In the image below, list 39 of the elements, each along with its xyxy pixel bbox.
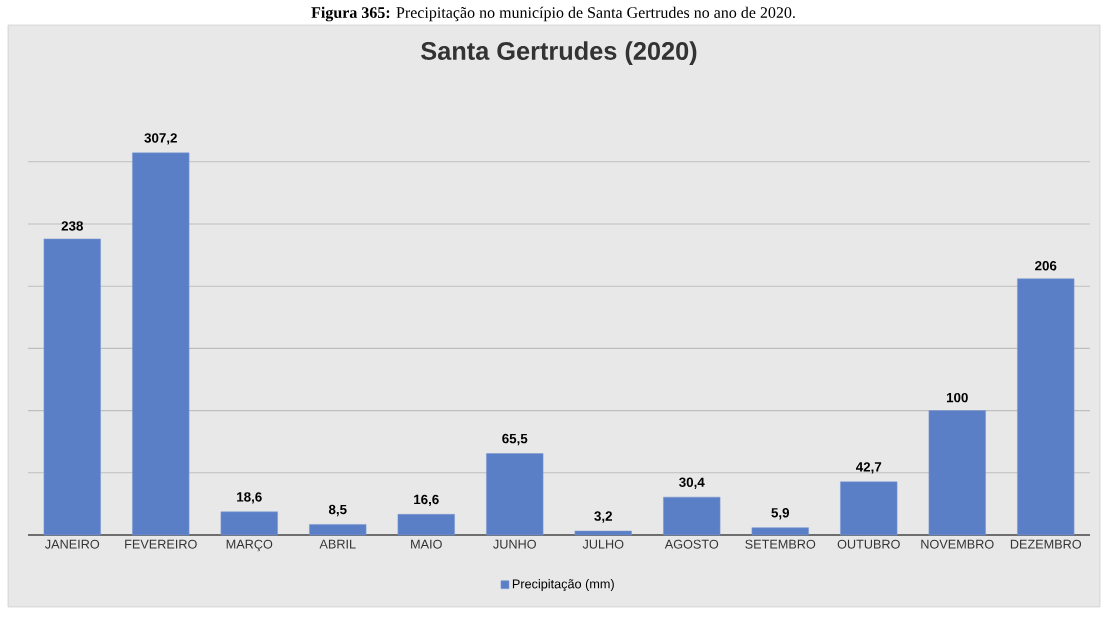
- data-label: 16,6: [414, 494, 439, 507]
- x-tick-label: MARÇO: [226, 539, 273, 552]
- data-label: 65,5: [502, 433, 528, 446]
- bar: [840, 481, 898, 536]
- data-label: 100: [946, 392, 968, 403]
- x-tick-label: AGOSTO: [664, 539, 719, 549]
- x-tick-label: OUTUBRO: [837, 539, 900, 549]
- bar: [663, 496, 721, 536]
- x-tick-label: SETEMBRO: [745, 539, 816, 549]
- bar: [1017, 278, 1075, 536]
- x-tick-label: JUNHO: [493, 539, 536, 549]
- x-tick-label: NOVEMBRO: [921, 539, 994, 549]
- data-label: 30,4: [679, 477, 705, 489]
- bar: [574, 530, 632, 536]
- x-tick-label: JULHO: [582, 539, 624, 549]
- data-label: 8,5: [328, 504, 347, 517]
- x-tick-label: FEVEREIRO: [125, 539, 197, 549]
- legend-label: Precipitação (mm): [512, 579, 614, 591]
- x-tick-label: MAIO: [411, 539, 442, 549]
- bar: [486, 453, 544, 536]
- data-label: 3,2: [594, 511, 612, 523]
- x-tick-label: JANEIRO: [45, 539, 100, 549]
- data-label: 5,9: [771, 508, 790, 520]
- chart-title: Santa Gertrudes (2020): [421, 41, 697, 65]
- data-label: 206: [1035, 261, 1057, 271]
- data-label: 307,2: [144, 133, 177, 145]
- x-tick-label: ABRIL: [319, 539, 356, 549]
- data-label: 42,7: [855, 462, 882, 474]
- data-label: 238: [61, 221, 83, 231]
- bar: [397, 514, 455, 536]
- bar: [309, 524, 367, 536]
- bar: [132, 152, 190, 536]
- bar: [751, 527, 809, 536]
- x-tick-label: DEZEMBRO: [1010, 539, 1082, 549]
- bar: [43, 238, 101, 536]
- data-label: 18,6: [237, 492, 262, 504]
- bar: [928, 410, 986, 536]
- text: Figura 365: Precipitação no município de Santa Gertrudes no ano de 2020.: [311, 6, 795, 22]
- bar: [220, 511, 278, 536]
